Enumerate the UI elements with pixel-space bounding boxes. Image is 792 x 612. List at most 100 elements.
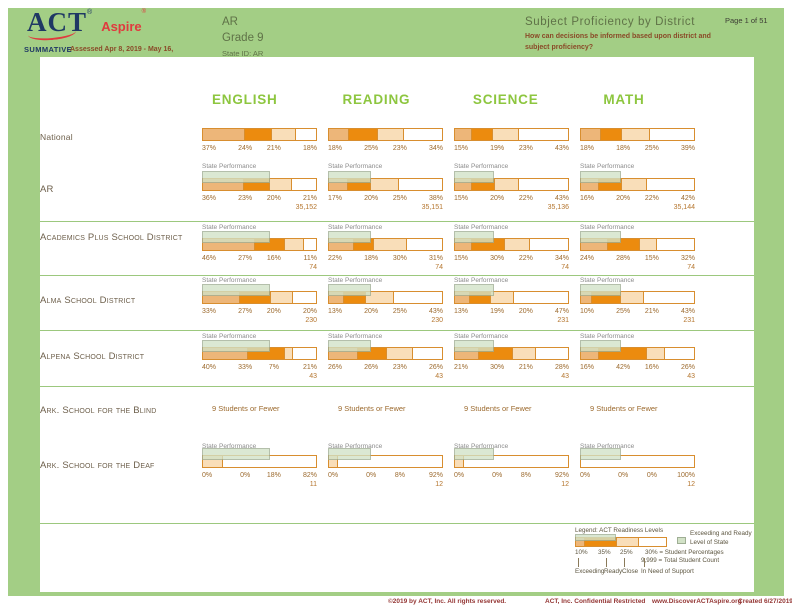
subject-cell: State Performance 15% 20% 22% 43% 35,136 [454, 160, 580, 222]
student-count: 12 [687, 481, 695, 488]
bar-segment-ready [348, 179, 371, 190]
bar-segment-exceeding [455, 292, 470, 303]
segment-percent-value: 40% [202, 364, 217, 371]
state-performance-label: State Performance [580, 443, 635, 450]
state-performance-overlay [580, 171, 622, 183]
report-rows: National 37% 24% 21% 18% 18% 25% 23% 34% 15% 19% 23… [40, 109, 754, 524]
legend-state-sample-box [677, 537, 686, 544]
segment-percent-value: 43% [428, 308, 443, 315]
bar-segment-exceeding [455, 348, 479, 359]
segment-percent-value: 25% [364, 145, 379, 152]
segment-percent-value: 26% [364, 364, 379, 371]
segment-percent-value: 43% [680, 308, 695, 315]
state-performance-label: State Performance [454, 277, 509, 284]
bar-segment-exceeding [329, 348, 359, 359]
bar-segment-in-need-of-support [536, 348, 568, 359]
segment-percentages: 10% 25% 21% 43% [580, 308, 695, 315]
bar-segment-in-need-of-support [644, 292, 693, 303]
state-performance-overlay [328, 448, 371, 460]
state-performance-label: State Performance [202, 277, 257, 284]
bar-segment-ready [243, 179, 270, 190]
segment-percent-value: 23% [238, 195, 253, 202]
bar-segment-exceeding [581, 239, 609, 250]
bar-segment-ready [358, 348, 388, 359]
subject-cell: State Performance 0% 0% 8% 92% 12 [454, 441, 580, 524]
bar-segments [580, 291, 695, 304]
segment-percentages: 18% 18% 25% 39% [580, 145, 695, 152]
bar-segment-close [285, 239, 304, 250]
segment-percentages: 0% 0% 8% 92% [328, 472, 443, 479]
subject-cell: State Performance 16% 20% 22% 42% 35,144 [580, 160, 706, 222]
legend-label-close: Close [622, 568, 639, 575]
segment-percent-value: 23% [392, 145, 407, 152]
segment-percent-value: 28% [616, 255, 631, 262]
student-count: 43 [309, 373, 317, 380]
bar-segment-in-need-of-support [223, 456, 316, 467]
subject-cell: 37% 24% 21% 18% [202, 109, 328, 160]
bar-segment-in-need-of-support [338, 456, 442, 467]
segment-percent-value: 18% [616, 145, 631, 152]
segment-percent-value: 7% [268, 364, 279, 371]
state-performance-label: State Performance [580, 163, 635, 170]
bar-segment-exceeding [203, 179, 244, 190]
segment-percent-value: 20% [302, 308, 317, 315]
bar-segment-in-need-of-support [292, 179, 316, 190]
segment-percent-value: 19% [490, 145, 505, 152]
subject-cell: State Performance 46% 27% 16% 11% 74 [202, 222, 328, 276]
bar-segment-close [377, 129, 404, 140]
legend-sample-percent: 10% [575, 549, 588, 556]
segment-percent-value: 92% [554, 472, 569, 479]
subject-cell: State Performance 22% 18% 30% 31% 74 [328, 222, 454, 276]
bar-segment-in-need-of-support [303, 239, 316, 250]
bar-segment-exceeding [581, 129, 602, 140]
segment-percentages: 36% 23% 20% 21% [202, 195, 317, 202]
column-header-science: SCIENCE [472, 92, 539, 107]
student-count: 35,151 [421, 204, 443, 211]
segment-percentages: 22% 18% 30% 31% [328, 255, 443, 262]
segment-percent-value: 0% [366, 472, 377, 479]
row-label: National [40, 132, 73, 142]
student-count: 43 [435, 373, 443, 380]
segment-percent-value: 17% [328, 195, 343, 202]
subject-cell: State Performance 36% 23% 20% 21% 35,152 [202, 160, 328, 222]
state-performance-label: State Performance [454, 333, 509, 340]
legend-sample-percent: 25% [620, 549, 633, 556]
state-id-label: State ID: AR [222, 49, 264, 59]
state-performance-overlay [202, 171, 270, 183]
bar-segment-in-need-of-support [403, 129, 442, 140]
aspire-logo-text: Aspire [101, 19, 142, 34]
state-performance-label: State Performance [202, 443, 257, 450]
bar-segment-close [365, 292, 394, 303]
stacked-bar [454, 231, 569, 251]
bar-segment-exceeding [203, 292, 241, 303]
bar-segment-close [203, 456, 224, 467]
district-row: AR State Performance 36% 23% 20% 21% 35,152 Sta… [40, 160, 754, 222]
segment-percent-value: 20% [266, 308, 281, 315]
subject-cell: State Performance 13% 20% 25% 43% 230 [328, 276, 454, 331]
subject-cell: State Performance 33% 27% 20% 20% 230 [202, 276, 328, 331]
bar-segment-close [284, 348, 293, 359]
segment-percentages: 0% 0% 0% 100% [580, 472, 695, 479]
student-count: 43 [561, 373, 569, 380]
segment-percent-value: 31% [428, 255, 443, 262]
footer-website-link[interactable]: www.DiscoverACTAspire.org [652, 598, 742, 605]
segment-percent-value: 30% [392, 255, 407, 262]
state-performance-overlay [454, 171, 495, 183]
segment-percent-value: 20% [518, 308, 533, 315]
district-row: Alpena School District State Performance 4… [40, 331, 754, 387]
segment-percent-value: 15% [454, 145, 469, 152]
stacked-bar [454, 171, 569, 191]
segment-percentages: 16% 42% 16% 26% [580, 364, 695, 371]
subject-cell: State Performance 16% 42% 16% 26% 43 [580, 331, 706, 387]
bar-segments [328, 128, 443, 141]
stacked-bar [580, 171, 695, 191]
bar-segment-in-need-of-support [412, 348, 442, 359]
stacked-bar [202, 171, 317, 191]
legend-label-exceeding: Exceeding [575, 568, 605, 575]
bar-segment-ready [471, 239, 506, 250]
student-count: 74 [309, 264, 317, 271]
district-row: Academics Plus School District State Perf… [40, 222, 754, 276]
stacked-bar [328, 128, 443, 141]
footer-copyright: ©2019 by ACT, Inc. All rights reserved. [388, 598, 507, 605]
segment-percent-value: 15% [454, 255, 469, 262]
